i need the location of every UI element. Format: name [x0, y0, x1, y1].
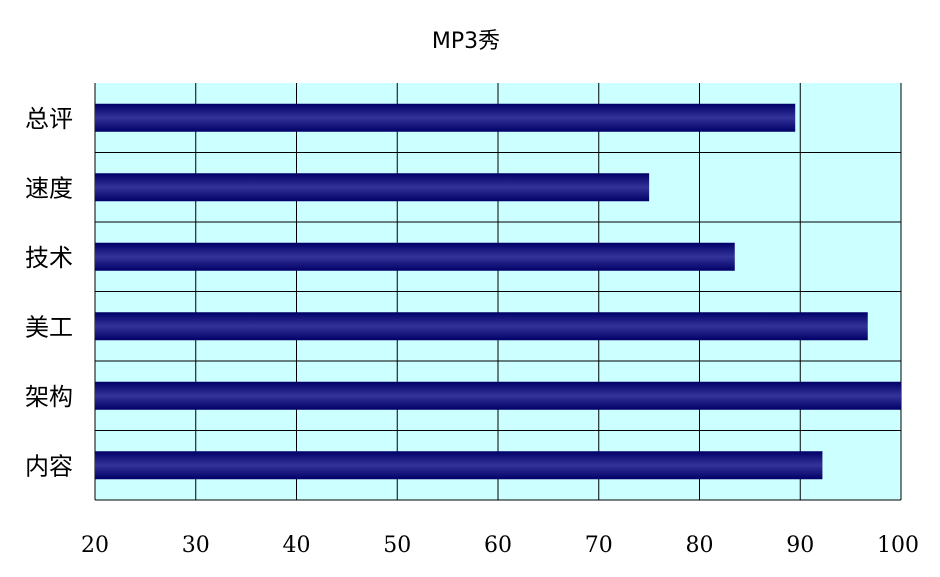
- x-tick-label-3: 50: [383, 533, 411, 558]
- bar-4: [95, 381, 901, 410]
- x-tick-label-4: 60: [484, 533, 512, 558]
- category-label-3: 美工: [25, 313, 73, 341]
- x-tick-label-6: 80: [686, 533, 714, 558]
- category-label-4: 架构: [25, 383, 73, 411]
- gridlines: [94, 83, 902, 501]
- bar-5: [95, 451, 823, 480]
- x-tick-label-7: 90: [786, 533, 814, 558]
- x-tick-label-0: 20: [81, 533, 109, 558]
- bars: [95, 103, 901, 480]
- bar-1: [95, 173, 650, 202]
- category-label-0: 总评: [25, 105, 73, 133]
- category-label-2: 技术: [25, 244, 73, 272]
- bar-2: [95, 242, 735, 271]
- x-tick-label-1: 30: [182, 533, 210, 558]
- bar-0: [95, 103, 796, 132]
- x-tick-label-8: 100: [877, 533, 919, 558]
- category-label-1: 速度: [25, 174, 73, 202]
- chart-title: MP3秀: [432, 29, 500, 54]
- x-tick-labels: 20 30 40 50 60 70 80 90 100: [81, 533, 919, 558]
- x-tick-label-2: 40: [283, 533, 311, 558]
- category-label-5: 内容: [25, 452, 73, 480]
- bar-3: [95, 312, 868, 341]
- x-tick-label-5: 70: [585, 533, 613, 558]
